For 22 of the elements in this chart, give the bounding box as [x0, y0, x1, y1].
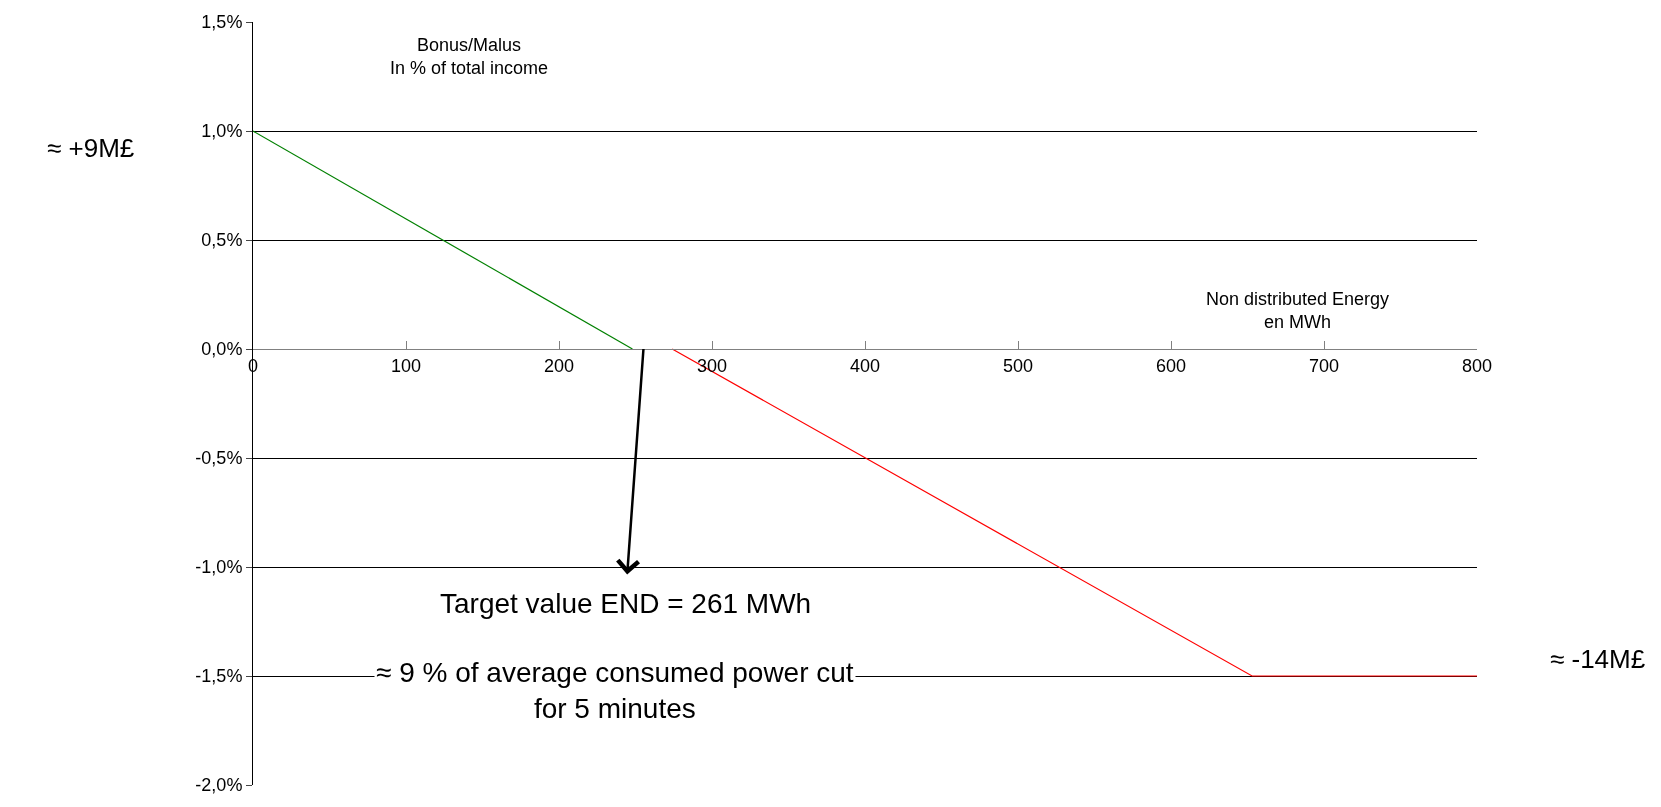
x-tick-label: 500: [1002, 355, 1034, 376]
x-tick-label: 600: [1155, 355, 1187, 376]
x-tick-label: 100: [390, 355, 422, 376]
annotation: ≈ 9 % of average consumed power cut for 5 minutes: [376, 657, 854, 725]
annotation: Target value END = 261 MWh: [440, 588, 812, 619]
y-tick-label: -1,0%: [195, 557, 243, 578]
x-tick-label: 300: [696, 355, 728, 376]
x-tick-label: 800: [1461, 355, 1493, 376]
x-tick-label: 400: [849, 355, 881, 376]
y-tick-label: 1,0%: [201, 121, 243, 142]
x-tick-label: 200: [543, 355, 575, 376]
y-axis-title: Bonus/Malus In % of total income: [390, 35, 549, 79]
x-tick-label: 700: [1308, 355, 1340, 376]
y-tick-label: 0,0%: [201, 339, 243, 360]
text: ≈ +9M£: [47, 133, 135, 163]
y-tick-label: 0,5%: [201, 230, 243, 251]
y-tick-label: 1,5%: [201, 12, 243, 33]
text: ≈ -14M£: [1550, 644, 1646, 674]
y-tick-label: -1,5%: [195, 666, 243, 687]
y-tick-label: -0,5%: [195, 448, 243, 469]
y-tick-label: -2,0%: [195, 775, 243, 796]
x-axis-title: Non distributed Energy en MWh: [1206, 289, 1390, 333]
